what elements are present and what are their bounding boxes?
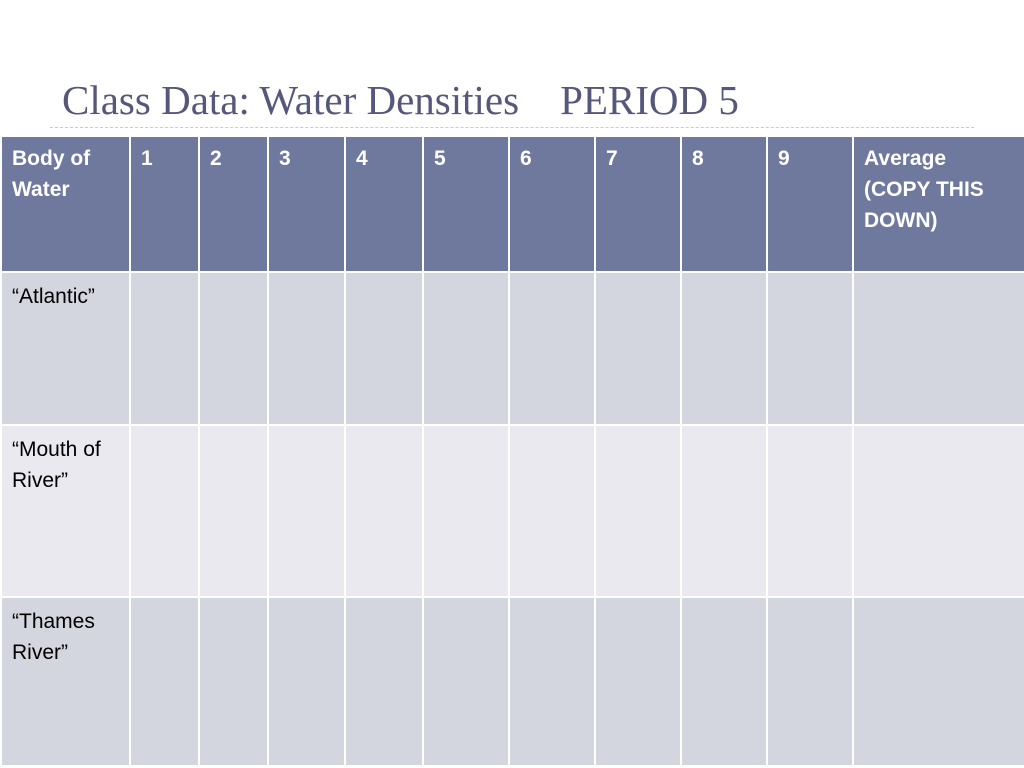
table-cell xyxy=(422,596,510,767)
header-group-2: 2 xyxy=(198,135,269,273)
table-cell xyxy=(198,271,269,426)
table-cell xyxy=(422,424,510,598)
header-group-8: 8 xyxy=(680,135,768,273)
table-cell xyxy=(594,596,682,767)
table-cell-average xyxy=(852,271,1024,426)
header-group-5: 5 xyxy=(422,135,510,273)
table-cell xyxy=(267,596,346,767)
header-body-of-water: Body of Water xyxy=(0,135,131,273)
title-divider xyxy=(50,127,974,128)
table-cell xyxy=(594,424,682,598)
table-cell xyxy=(344,424,424,598)
water-density-table: Body of Water 1 2 3 4 5 6 7 8 9 Average … xyxy=(0,135,1024,767)
table-cell xyxy=(267,271,346,426)
table-cell xyxy=(766,424,854,598)
header-group-7: 7 xyxy=(594,135,682,273)
table-cell-average xyxy=(852,424,1024,598)
table-row-thames-river: “Thames River” xyxy=(0,596,1024,767)
header-group-9: 9 xyxy=(766,135,854,273)
table-cell xyxy=(766,596,854,767)
header-group-4: 4 xyxy=(344,135,424,273)
table-cell xyxy=(508,424,596,598)
table-cell xyxy=(198,424,269,598)
table-cell xyxy=(680,424,768,598)
row-label: “Mouth of River” xyxy=(0,424,131,598)
table-cell xyxy=(680,596,768,767)
table-cell xyxy=(594,271,682,426)
table-cell xyxy=(344,271,424,426)
table-cell xyxy=(766,271,854,426)
table-cell xyxy=(422,271,510,426)
table-cell xyxy=(508,596,596,767)
row-label: “Atlantic” xyxy=(0,271,131,426)
header-group-1: 1 xyxy=(129,135,200,273)
row-label: “Thames River” xyxy=(0,596,131,767)
table-cell xyxy=(267,424,346,598)
header-row: Body of Water 1 2 3 4 5 6 7 8 9 Average … xyxy=(0,135,1024,273)
table-row-mouth-of-river: “Mouth of River” xyxy=(0,424,1024,598)
table-cell xyxy=(129,424,200,598)
table-cell xyxy=(198,596,269,767)
table-cell-average xyxy=(852,596,1024,767)
slide-title: Class Data: Water Densities PERIOD 5 xyxy=(62,77,739,123)
header-group-3: 3 xyxy=(267,135,346,273)
table-cell xyxy=(508,271,596,426)
header-average: Average (COPY THIS DOWN) xyxy=(852,135,1024,273)
table-cell xyxy=(129,271,200,426)
table-cell xyxy=(129,596,200,767)
table-cell xyxy=(344,596,424,767)
table-row-atlantic: “Atlantic” xyxy=(0,271,1024,426)
table-cell xyxy=(680,271,768,426)
header-group-6: 6 xyxy=(508,135,596,273)
